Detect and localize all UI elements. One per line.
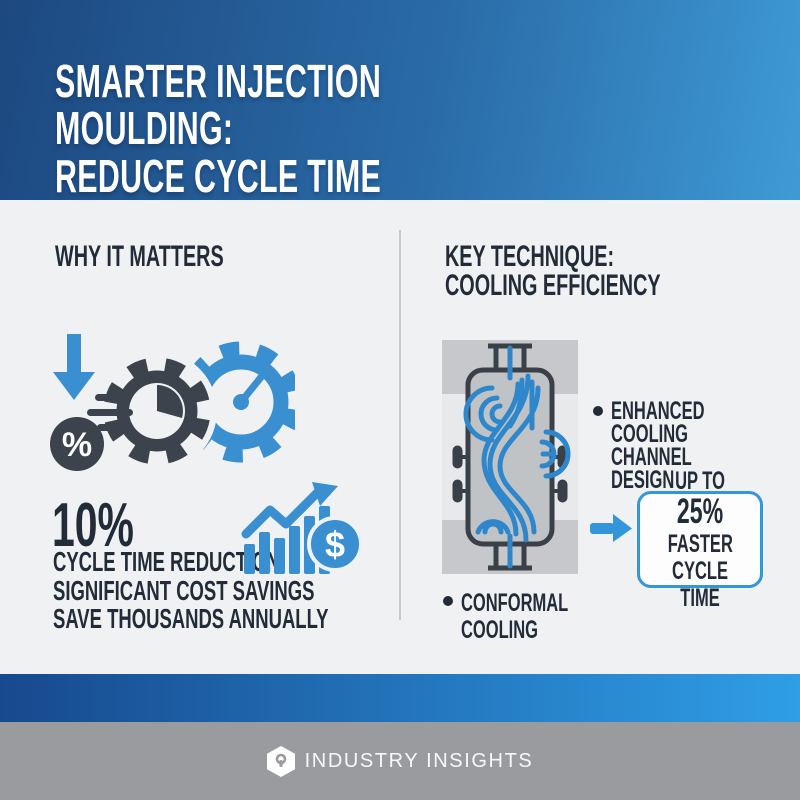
bullet-dot-icon	[593, 406, 603, 416]
svg-text:$: $	[325, 524, 345, 565]
footer: INDUSTRY INSIGHTS	[0, 722, 800, 800]
stat-value: 10%	[52, 495, 176, 557]
callout-line-1: UP TO 25%	[640, 466, 760, 531]
stat-line-3-text: SAVE THOUSANDS ANNUALLY	[53, 603, 329, 635]
stat-line-1: CYCLE TIME REDUCTION	[53, 546, 470, 577]
decrease-arrow-icon	[53, 334, 95, 400]
mold-cooling-diagram	[442, 340, 578, 574]
hexagon-logo-icon	[266, 745, 295, 777]
svg-text:%: %	[62, 426, 92, 464]
stat-line-2-text: SIGNIFICANT COST SAVINGS	[53, 574, 315, 606]
why-it-matters-heading: WHY IT MATTERS	[55, 240, 311, 273]
result-arrow-icon	[590, 514, 632, 542]
bullet-conformal-cooling-label: CONFORMAL COOLING	[461, 589, 569, 644]
stat-line-1-text: CYCLE TIME REDUCTION	[53, 546, 280, 577]
page-title: SMARTER INJECTION MOULDING: REDUCE CYCLE…	[55, 55, 800, 202]
percent-badge-icon: %	[50, 417, 104, 471]
callout-value: 25%	[676, 491, 724, 531]
callout-line-2-text: FASTER	[667, 529, 733, 558]
bullet-conformal-cooling: CONFORMAL COOLING	[443, 590, 623, 644]
stat-value-text: 10%	[52, 491, 134, 560]
cooling-channels	[463, 345, 571, 569]
callout-prefix: UP TO	[675, 466, 725, 495]
bullet-enhanced-cooling-label: ENHANCED COOLING CHANNEL DESIGN	[611, 397, 705, 494]
speed-lines-icon	[87, 394, 133, 431]
dollar-coin-icon: $	[307, 516, 363, 572]
bullet-dot-icon	[443, 596, 453, 606]
stat-line-2: SIGNIFICANT COST SAVINGS	[53, 574, 470, 606]
trend-line	[241, 487, 323, 539]
bullet-enhanced-cooling: ENHANCED COOLING CHANNEL DESIGN	[593, 397, 800, 494]
page-title-text: SMARTER INJECTION MOULDING: REDUCE CYCLE…	[55, 55, 382, 202]
why-it-matters-heading-text: WHY IT MATTERS	[55, 240, 224, 273]
bullet-conformal-cooling-text: CONFORMAL COOLING	[461, 590, 623, 644]
stat-lines: CYCLE TIME REDUCTION SIGNIFICANT COST SA…	[53, 546, 470, 634]
result-callout: UP TO 25% FASTER CYCLE TIME	[637, 467, 763, 611]
content-area: WHY IT MATTERS	[0, 200, 800, 674]
bottom-accent-band	[0, 674, 800, 722]
stat-line-3: SAVE THOUSANDS ANNUALLY	[53, 605, 470, 634]
key-technique-heading-text: KEY TECHNIQUE: COOLING EFFICIENCY	[445, 240, 661, 303]
callout-line-1-text: UP TO 25%	[660, 466, 739, 531]
callout-line-3-text: CYCLE TIME	[672, 556, 728, 612]
column-divider	[399, 230, 401, 620]
header-banner: SMARTER INJECTION MOULDING: REDUCE CYCLE…	[0, 0, 800, 200]
brand-name: INDUSTRY INSIGHTS	[304, 749, 534, 772]
growth-chart-dollar-icon: $	[241, 482, 363, 574]
key-technique-heading: KEY TECHNIQUE: COOLING EFFICIENCY	[445, 242, 772, 301]
cycle-reduction-icon-cluster: %	[50, 334, 295, 471]
callout-line-3: CYCLE TIME	[640, 556, 760, 612]
bullet-enhanced-cooling-text: ENHANCED COOLING CHANNEL DESIGN	[611, 397, 800, 494]
callout-line-2: FASTER	[651, 529, 750, 558]
trend-arrowhead	[312, 482, 338, 506]
